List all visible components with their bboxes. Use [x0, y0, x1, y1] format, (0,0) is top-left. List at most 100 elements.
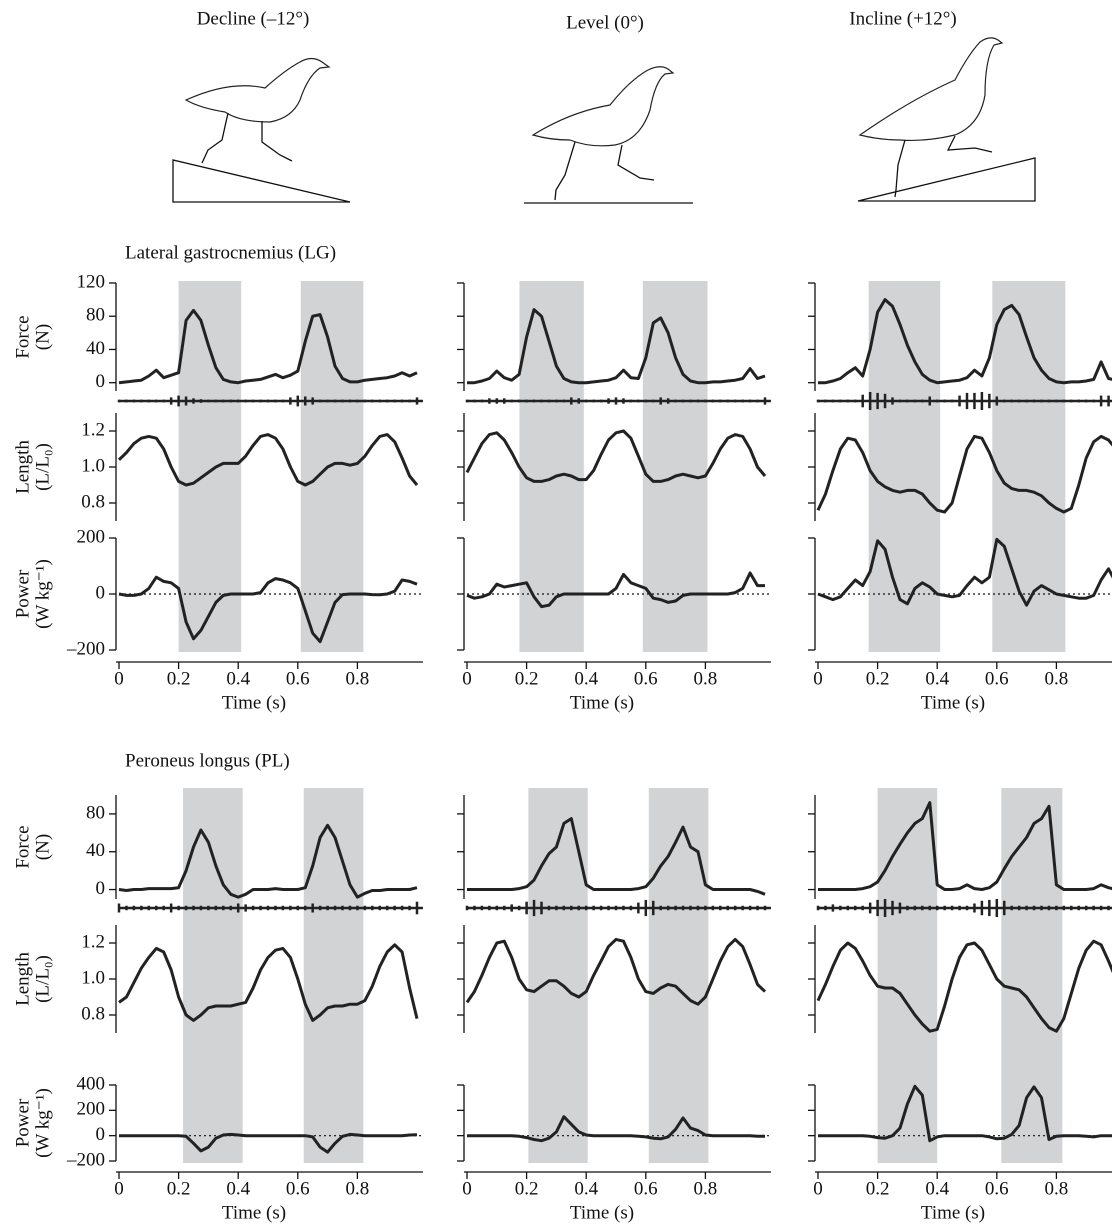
- trace: [118, 823, 418, 899]
- y-tick-label: 0: [96, 1124, 106, 1145]
- y-tick-label: 120: [77, 271, 106, 292]
- x-tick-label: 0.2: [866, 668, 890, 689]
- x-tick-label: 0.8: [1045, 1178, 1069, 1199]
- stance-shading: [183, 788, 243, 1163]
- trace: [465, 937, 767, 1006]
- x-tick-label: 0.4: [925, 1178, 949, 1199]
- y-tick-label: 1.2: [81, 931, 105, 952]
- column-title: Level (0°): [566, 12, 644, 33]
- trace: [118, 575, 418, 644]
- x-tick-label: 0.8: [694, 1178, 718, 1199]
- x-axis-label: Time (s): [222, 1202, 286, 1223]
- x-axis-label: Time (s): [570, 1202, 634, 1223]
- y-axis-label: (W kg⁻¹): [32, 559, 53, 629]
- level-illustration: [524, 66, 693, 204]
- section-title: Lateral gastrocnemius (LG): [125, 242, 336, 263]
- trace: [119, 1132, 418, 1154]
- stance-shading: [992, 281, 1066, 652]
- y-axis-label: Force: [12, 315, 33, 358]
- x-axis-label: Time (s): [921, 1202, 985, 1223]
- stance-shading: [303, 788, 364, 1163]
- stance-shading: [868, 281, 941, 652]
- x-tick-label: 0.6: [985, 668, 1009, 689]
- x-tick-label: 0.4: [574, 668, 598, 689]
- x-tick-label: 0.6: [634, 668, 658, 689]
- y-axis-label: (W kg⁻¹): [32, 1088, 53, 1158]
- y-tick-label: 80: [86, 305, 105, 326]
- y-tick-label: 40: [86, 840, 105, 861]
- x-tick-label: 0.8: [346, 1178, 370, 1199]
- y-axis-label: Power: [12, 1098, 33, 1147]
- incline-illustration: [857, 37, 1036, 202]
- decline-illustration: [172, 57, 351, 203]
- x-tick-label: 0.2: [167, 668, 191, 689]
- x-tick-label: 0.2: [515, 668, 539, 689]
- y-axis-label: (N): [32, 324, 53, 350]
- x-tick-label: 0.4: [226, 668, 250, 689]
- y-tick-label: 0: [96, 878, 106, 899]
- trace: [818, 801, 1112, 891]
- x-tick-label: 0: [813, 668, 823, 689]
- x-tick-label: 0.2: [866, 1178, 890, 1199]
- trace: [816, 939, 1112, 1033]
- y-axis-label: Power: [12, 569, 33, 618]
- y-tick-label: 0.8: [81, 491, 105, 512]
- column-title: Decline (–12°): [197, 8, 310, 29]
- y-tick-label: 400: [77, 1073, 106, 1094]
- section-title: Peroneus longus (PL): [125, 750, 290, 771]
- y-tick-label: 0.8: [81, 1003, 105, 1024]
- y-axis-label: Force: [12, 825, 33, 868]
- trace: [467, 1115, 765, 1143]
- x-axis-label: Time (s): [921, 692, 985, 713]
- y-axis-label: Length: [12, 952, 33, 1006]
- x-tick-label: 0.6: [286, 1178, 310, 1199]
- x-tick-label: 0.2: [515, 1178, 539, 1199]
- y-tick-label: –200: [66, 638, 105, 659]
- x-tick-label: 0.8: [1045, 668, 1069, 689]
- x-axis-label: Time (s): [222, 692, 286, 713]
- x-tick-label: 0.6: [634, 1178, 658, 1199]
- stance-shading: [642, 281, 708, 652]
- trace: [117, 433, 419, 487]
- y-tick-label: 0: [96, 371, 106, 392]
- x-tick-label: 0.4: [574, 1178, 598, 1199]
- stance-shading: [519, 281, 584, 652]
- stance-shading: [648, 788, 709, 1163]
- column-title: Incline (+12°): [849, 8, 956, 29]
- trace: [118, 943, 419, 1022]
- trace: [118, 308, 418, 385]
- y-tick-label: 200: [77, 1099, 106, 1120]
- y-axis-label: (N): [32, 834, 53, 860]
- y-tick-label: 1.0: [81, 967, 105, 988]
- y-tick-label: 200: [77, 526, 106, 547]
- x-tick-label: 0: [462, 668, 472, 689]
- x-tick-label: 0.4: [925, 668, 949, 689]
- x-tick-label: 0.8: [694, 668, 718, 689]
- trace: [817, 537, 1112, 607]
- trace: [818, 298, 1112, 385]
- y-tick-label: 40: [86, 338, 105, 359]
- x-tick-label: 0.4: [226, 1178, 250, 1199]
- x-tick-label: 0: [114, 1178, 124, 1199]
- x-tick-label: 0.8: [346, 668, 370, 689]
- x-tick-label: 0.2: [167, 1178, 191, 1199]
- y-tick-label: 0: [96, 582, 106, 603]
- trace: [467, 817, 766, 896]
- y-tick-label: 1.0: [81, 455, 105, 476]
- y-axis-label: (L/L₀): [32, 955, 53, 1003]
- trace: [816, 434, 1112, 514]
- x-tick-label: 0.6: [286, 668, 310, 689]
- y-tick-label: –200: [66, 1149, 105, 1170]
- trace: [466, 571, 765, 609]
- stance-shading: [300, 281, 364, 652]
- x-tick-label: 0: [813, 1178, 823, 1199]
- y-tick-label: 1.2: [81, 419, 105, 440]
- y-tick-label: 80: [86, 802, 105, 823]
- stance-shading: [178, 281, 242, 652]
- x-tick-label: 0: [114, 668, 124, 689]
- y-axis-label: Length: [12, 440, 33, 494]
- trace: [818, 1084, 1112, 1143]
- trace: [465, 429, 767, 483]
